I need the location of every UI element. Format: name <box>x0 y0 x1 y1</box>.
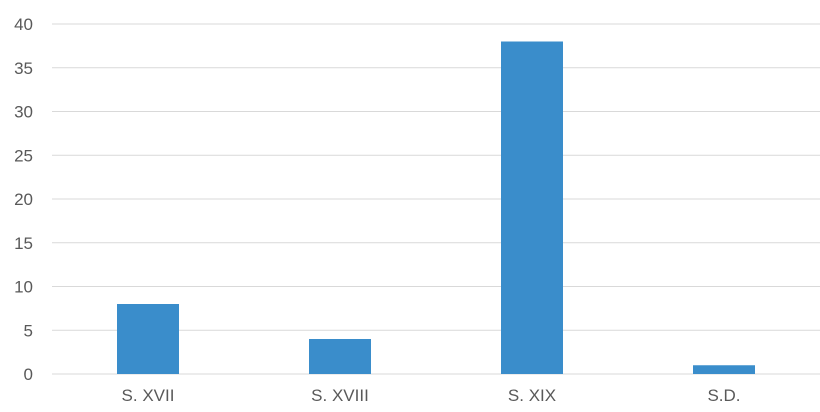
bars <box>117 41 755 374</box>
bar-s-d <box>693 365 755 374</box>
y-tick-label: 10 <box>14 278 33 297</box>
x-tick-label: S. XVIII <box>311 386 369 405</box>
y-tick-label: 0 <box>24 365 33 384</box>
bar-s-xix <box>501 41 563 374</box>
x-tick-label: S. XVII <box>122 386 175 405</box>
y-tick-label: 35 <box>14 59 33 78</box>
x-axis-tick-labels: S. XVII S. XVIII S. XIX S.D. <box>122 386 741 405</box>
y-tick-label: 25 <box>14 146 33 165</box>
y-tick-label: 40 <box>14 15 33 34</box>
x-tick-label: S. XIX <box>508 386 556 405</box>
y-tick-label: 5 <box>24 321 33 340</box>
y-tick-label: 15 <box>14 234 33 253</box>
y-axis-tick-labels: 0 5 10 15 20 25 30 35 40 <box>14 15 33 384</box>
y-tick-label: 30 <box>14 103 33 122</box>
x-tick-label: S.D. <box>707 386 740 405</box>
bar-s-xviii <box>309 339 371 374</box>
y-tick-label: 20 <box>14 190 33 209</box>
bar-s-xvii <box>117 304 179 374</box>
gridlines <box>52 23 820 375</box>
